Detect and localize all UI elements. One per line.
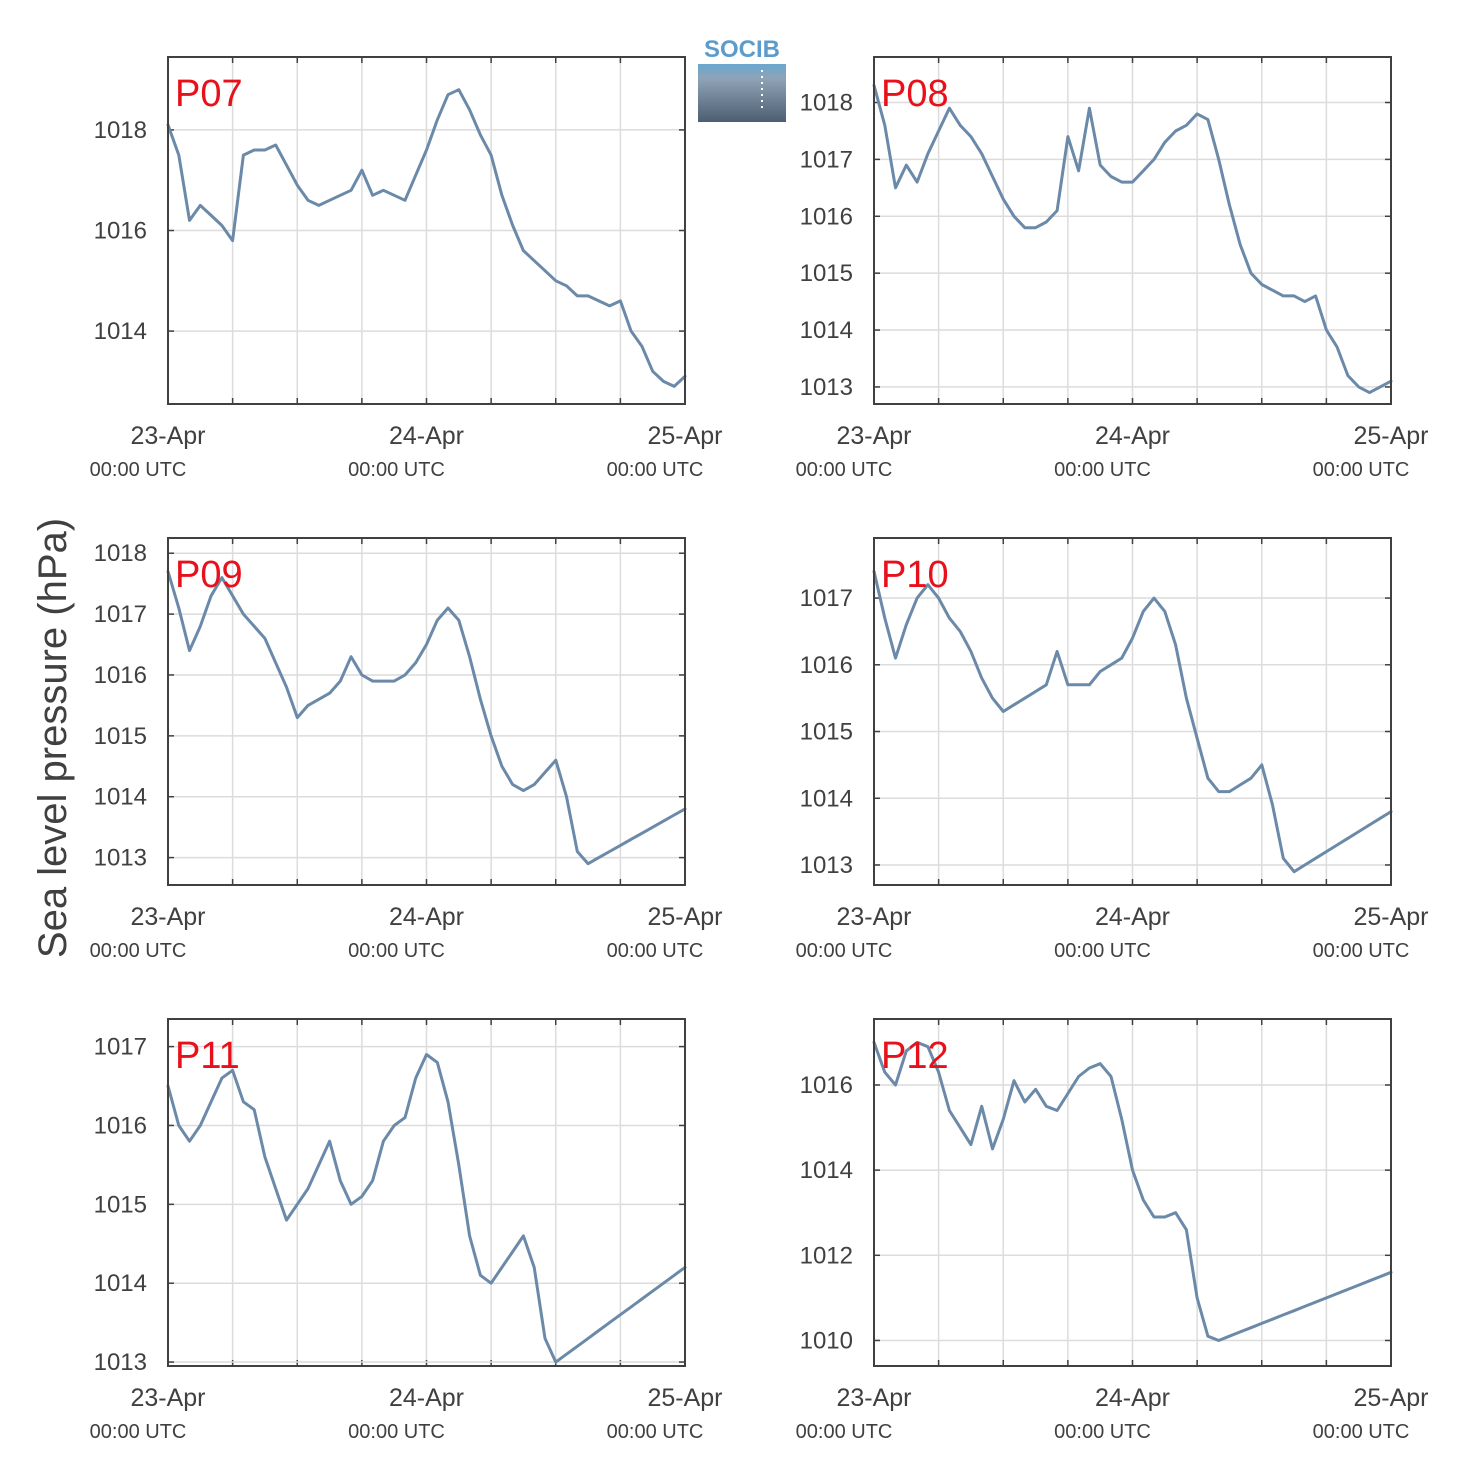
x-tick-date-label: 25-Apr xyxy=(1353,903,1428,931)
y-tick-label: 1016 xyxy=(94,1112,147,1139)
y-tick-label: 1012 xyxy=(800,1242,853,1269)
x-tick-date-label: 24-Apr xyxy=(1095,422,1170,450)
y-tick-label: 1014 xyxy=(800,317,853,344)
y-tick-label: 1018 xyxy=(800,90,853,117)
x-tick-time-label: 00:00 UTC xyxy=(1054,1421,1151,1443)
panel-p08: 1013 1014 1015 1016 1017 1018 P08 23-Apr 00:00 U… xyxy=(796,56,1429,481)
y-tick-label: 1014 xyxy=(94,1270,147,1297)
x-tick-date-label: 24-Apr xyxy=(389,1384,464,1412)
x-tick-time-label: 00:00 UTC xyxy=(1313,459,1410,481)
x-tick-date-label: 23-Apr xyxy=(130,1384,205,1412)
x-tick-time-label: 00:00 UTC xyxy=(348,1421,445,1443)
plot-frame xyxy=(167,1018,686,1367)
panel-label: P07 xyxy=(175,73,243,115)
x-tick-time-label: 00:00 UTC xyxy=(607,459,704,481)
panel-label: P09 xyxy=(175,554,243,596)
plot-frame xyxy=(873,537,1392,886)
y-tick-label: 1017 xyxy=(800,146,853,173)
x-tick-date-label: 23-Apr xyxy=(836,903,911,931)
panel-p11: 1013 1014 1015 1016 1017 P11 23-Apr 00:00 UTC 24… xyxy=(90,1018,723,1443)
series-line xyxy=(166,1053,687,1364)
y-tick-label: 1015 xyxy=(800,719,853,746)
y-tick-label: 1013 xyxy=(800,852,853,879)
x-tick-time-label: 00:00 UTC xyxy=(607,940,704,962)
x-tick-date-label: 23-Apr xyxy=(836,1384,911,1412)
x-tick-time-label: 00:00 UTC xyxy=(796,940,893,962)
series-line xyxy=(872,1040,1393,1342)
x-tick-time-label: 00:00 UTC xyxy=(348,940,445,962)
y-tick-label: 1014 xyxy=(800,1157,853,1184)
x-tick-date-label: 24-Apr xyxy=(1095,903,1170,931)
y-tick-label: 1014 xyxy=(800,785,853,812)
y-tick-label: 1016 xyxy=(94,218,147,245)
logo-graphic xyxy=(698,64,786,122)
plot-frame xyxy=(167,537,686,886)
socib-logo: SOCIB xyxy=(698,36,786,122)
panel-label: P10 xyxy=(881,554,949,596)
y-tick-label: 1014 xyxy=(94,784,147,811)
x-tick-date-label: 25-Apr xyxy=(647,903,722,931)
y-tick-label: 1016 xyxy=(800,203,853,230)
y-tick-label: 1016 xyxy=(94,662,147,689)
x-tick-date-label: 23-Apr xyxy=(130,903,205,931)
y-tick-label: 1017 xyxy=(800,585,853,612)
y-tick-label: 1015 xyxy=(800,260,853,287)
x-tick-date-label: 23-Apr xyxy=(836,422,911,450)
x-tick-date-label: 24-Apr xyxy=(389,903,464,931)
x-tick-date-label: 24-Apr xyxy=(389,422,464,450)
x-tick-time-label: 00:00 UTC xyxy=(607,1421,704,1443)
y-tick-label: 1016 xyxy=(800,652,853,679)
y-tick-label: 1010 xyxy=(800,1327,853,1354)
x-tick-time-label: 00:00 UTC xyxy=(1054,940,1151,962)
y-tick-label: 1013 xyxy=(800,374,853,401)
y-tick-label: 1017 xyxy=(94,1034,147,1061)
x-tick-date-label: 24-Apr xyxy=(1095,1384,1170,1412)
panel-label: P12 xyxy=(881,1035,949,1077)
x-tick-date-label: 25-Apr xyxy=(647,1384,722,1412)
x-tick-date-label: 25-Apr xyxy=(1353,1384,1428,1412)
y-tick-label: 1013 xyxy=(94,845,147,872)
panel-p07: 1014 1016 1018 P07 23-Apr 00:00 UTC 24-Apr 00:0… xyxy=(90,56,723,481)
series-line xyxy=(872,569,1393,874)
x-tick-time-label: 00:00 UTC xyxy=(348,459,445,481)
x-tick-time-label: 00:00 UTC xyxy=(1054,459,1151,481)
series-line xyxy=(166,570,687,866)
y-tick-label: 1018 xyxy=(94,117,147,144)
x-tick-date-label: 23-Apr xyxy=(130,422,205,450)
panel-p12: 1010 1012 1014 1016 P12 23-Apr 00:00 UTC 24-Apr… xyxy=(796,1018,1429,1443)
y-tick-label: 1014 xyxy=(94,318,147,345)
logo-text: SOCIB xyxy=(704,36,780,63)
y-axis-label: Sea level pressure (hPa) xyxy=(31,518,75,958)
y-tick-label: 1017 xyxy=(94,601,147,628)
y-tick-label: 1018 xyxy=(94,540,147,567)
x-tick-time-label: 00:00 UTC xyxy=(90,940,187,962)
series-line xyxy=(872,83,1393,395)
x-tick-time-label: 00:00 UTC xyxy=(796,1421,893,1443)
series-line xyxy=(166,88,687,388)
x-tick-time-label: 00:00 UTC xyxy=(1313,940,1410,962)
panel-p09: 1013 1014 1015 1016 1017 1018 P09 23-Apr 00:00 U… xyxy=(90,537,723,962)
plot-frame xyxy=(167,56,686,405)
y-tick-label: 1015 xyxy=(94,723,147,750)
panel-p10: 1013 1014 1015 1016 1017 P10 23-Apr 00:00 UTC 24… xyxy=(796,537,1429,962)
y-tick-label: 1016 xyxy=(800,1072,853,1099)
y-tick-label: 1013 xyxy=(94,1349,147,1376)
panels: 1014 1016 1018 P07 23-Apr 00:00 UTC 24-Apr 00:0… xyxy=(90,56,1429,1443)
plot-frame xyxy=(873,1018,1392,1367)
x-tick-date-label: 25-Apr xyxy=(1353,422,1428,450)
x-tick-time-label: 00:00 UTC xyxy=(796,459,893,481)
x-tick-time-label: 00:00 UTC xyxy=(90,1421,187,1443)
plot-frame xyxy=(873,56,1392,405)
x-tick-time-label: 00:00 UTC xyxy=(1313,1421,1410,1443)
panel-label: P11 xyxy=(175,1035,240,1077)
x-tick-date-label: 25-Apr xyxy=(647,422,722,450)
x-tick-time-label: 00:00 UTC xyxy=(90,459,187,481)
panel-label: P08 xyxy=(881,73,949,115)
y-tick-label: 1015 xyxy=(94,1191,147,1218)
